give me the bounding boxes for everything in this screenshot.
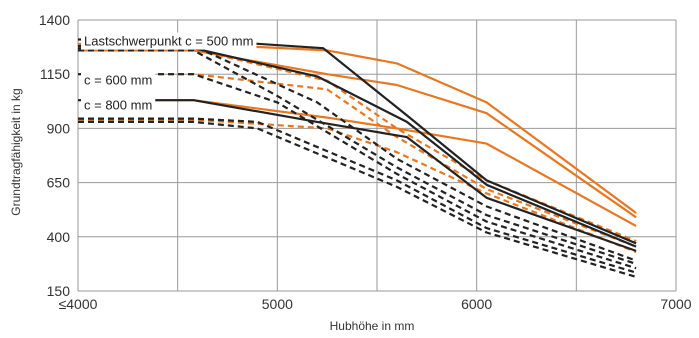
series-line-4 [78, 48, 637, 243]
annotation-bg [81, 96, 156, 114]
y-axis-label: Grundtragfähigkeit in kg [9, 88, 23, 215]
series-line-13 [78, 117, 637, 274]
series-line-5 [78, 73, 637, 248]
x-tick-labels: ≤4000 5000 6000 7000 [59, 296, 692, 312]
annotation-text: c = 800 mm [84, 98, 152, 113]
annotation-bg [81, 71, 156, 89]
annotation-text: Lastschwerpunkt c = 500 mm [84, 34, 253, 49]
annotation-1: Lastschwerpunkt c = 500 mm [81, 32, 257, 50]
y-tick-labels: 150 400 650 900 1150 1400 [39, 12, 70, 299]
y-tick-label: 1400 [39, 12, 70, 28]
x-axis-label: Hubhöhe in mm [330, 319, 415, 333]
y-tick-label: 900 [47, 120, 71, 136]
series-line-9 [78, 99, 637, 252]
annotation-bg [81, 32, 257, 50]
grid [77, 19, 677, 292]
x-tick-label: 7000 [660, 296, 691, 312]
annotation-2: c = 600 mm [81, 71, 156, 89]
series-line-11 [78, 49, 637, 265]
x-tick-label: ≤4000 [59, 296, 98, 312]
x-tick-label: 5000 [262, 296, 293, 312]
series-lines [78, 38, 637, 278]
annotations: Lastschwerpunkt c = 500 mm c = 600 mm c = … [81, 32, 257, 114]
annotation-3: c = 800 mm [81, 96, 156, 114]
x-tick-label: 6000 [461, 296, 492, 312]
series-line-6 [78, 118, 637, 254]
y-tick-label: 400 [47, 229, 71, 245]
series-line-14 [78, 120, 637, 278]
series-line-10 [78, 44, 637, 262]
y-tick-label: 1150 [40, 66, 70, 82]
y-tick-label: 150 [47, 283, 71, 299]
annotation-text: c = 600 mm [84, 73, 152, 88]
series-line-12 [78, 73, 637, 270]
y-tick-label: 650 [47, 175, 71, 191]
